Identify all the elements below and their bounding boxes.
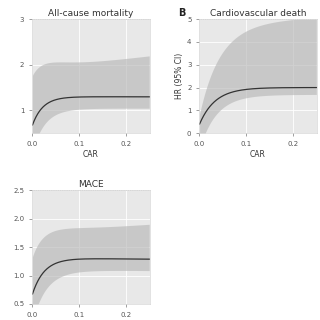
X-axis label: CAR: CAR <box>250 149 266 158</box>
Text: B: B <box>178 8 185 18</box>
Title: MACE: MACE <box>78 180 104 189</box>
Title: All-cause mortality: All-cause mortality <box>48 9 133 19</box>
Y-axis label: HR (95% CI): HR (95% CI) <box>175 53 184 99</box>
X-axis label: CAR: CAR <box>83 149 99 158</box>
Title: Cardiovascular death: Cardiovascular death <box>210 9 306 19</box>
